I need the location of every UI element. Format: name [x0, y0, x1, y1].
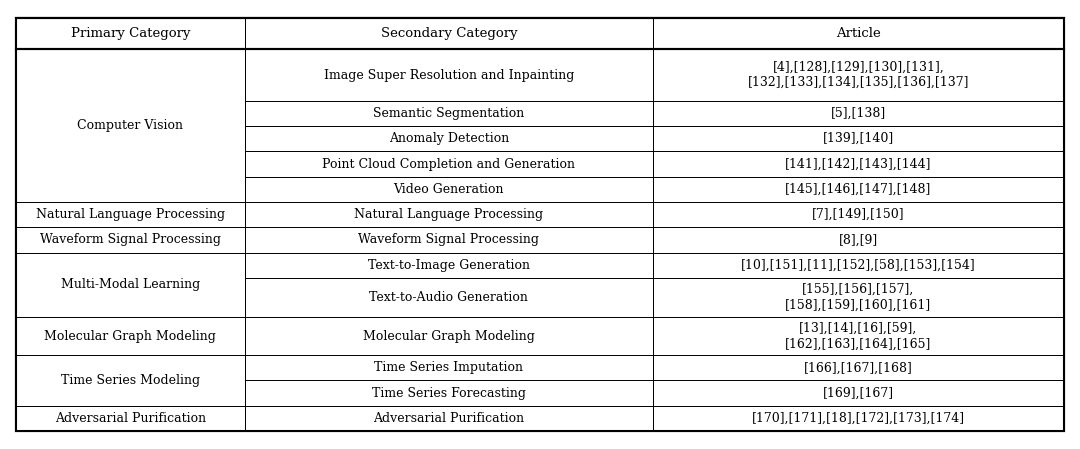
Text: Adversarial Purification: Adversarial Purification [374, 412, 525, 425]
Text: Image Super Resolution and Inpainting: Image Super Resolution and Inpainting [324, 69, 575, 82]
Text: [8],[9]: [8],[9] [839, 233, 878, 247]
Text: [166],[167],[168]: [166],[167],[168] [804, 361, 913, 374]
Bar [16, 202, 244, 227]
Text: Time Series Imputation: Time Series Imputation [375, 361, 524, 374]
Text: [10],[151],[11],[152],[58],[153],[154]: [10],[151],[11],[152],[58],[153],[154] [741, 259, 976, 272]
Bar [16, 49, 244, 202]
Text: Anomaly Detection: Anomaly Detection [389, 132, 509, 145]
Text: Natural Language Processing: Natural Language Processing [354, 208, 543, 221]
Bar [244, 406, 653, 431]
Bar [653, 49, 1064, 101]
Bar [244, 355, 653, 380]
Text: [141],[142],[143],[144]: [141],[142],[143],[144] [785, 158, 932, 171]
Text: Time Series Forecasting: Time Series Forecasting [372, 387, 526, 400]
Text: [139],[140]: [139],[140] [823, 132, 894, 145]
Text: Text-to-Image Generation: Text-to-Image Generation [368, 259, 530, 272]
Text: [145],[146],[147],[148]: [145],[146],[147],[148] [785, 183, 932, 196]
Text: [170],[171],[18],[172],[173],[174]: [170],[171],[18],[172],[173],[174] [752, 412, 966, 425]
Text: Natural Language Processing: Natural Language Processing [36, 208, 225, 221]
Text: [13],[14],[16],[59],
[162],[163],[164],[165]: [13],[14],[16],[59], [162],[163],[164],[… [785, 322, 932, 350]
Text: [4],[128],[129],[130],[131],
[132],[133],[134],[135],[136],[137]: [4],[128],[129],[130],[131], [132],[133]… [747, 61, 969, 89]
Bar [16, 355, 244, 406]
Text: [155],[156],[157],
[158],[159],[160],[161]: [155],[156],[157], [158],[159],[160],[16… [785, 283, 932, 312]
Bar [653, 176, 1064, 202]
Bar [244, 252, 653, 278]
Text: Text-to-Audio Generation: Text-to-Audio Generation [369, 291, 528, 304]
Bar [244, 101, 653, 126]
Text: [5],[138]: [5],[138] [831, 107, 886, 120]
Bar [244, 278, 653, 317]
Bar [653, 252, 1064, 278]
Text: Article: Article [836, 27, 881, 40]
Bar [244, 126, 653, 151]
Text: Multi-Modal Learning: Multi-Modal Learning [60, 278, 200, 291]
Bar [16, 406, 244, 431]
Text: Waveform Signal Processing: Waveform Signal Processing [40, 233, 221, 247]
Bar [653, 278, 1064, 317]
Bar [244, 202, 653, 227]
Bar [16, 227, 244, 252]
Text: Molecular Graph Modeling: Molecular Graph Modeling [44, 330, 216, 343]
Bar [653, 355, 1064, 380]
Text: Primary Category: Primary Category [70, 27, 190, 40]
Bar [16, 252, 244, 317]
Bar [653, 317, 1064, 355]
Bar [244, 151, 653, 176]
Text: Video Generation: Video Generation [393, 183, 504, 196]
Text: Waveform Signal Processing: Waveform Signal Processing [359, 233, 539, 247]
Bar [244, 227, 653, 252]
Text: Point Cloud Completion and Generation: Point Cloud Completion and Generation [322, 158, 576, 171]
Bar [244, 176, 653, 202]
Text: Computer Vision: Computer Vision [78, 119, 184, 132]
Text: Molecular Graph Modeling: Molecular Graph Modeling [363, 330, 535, 343]
Bar [16, 317, 244, 355]
Text: Time Series Modeling: Time Series Modeling [60, 374, 200, 387]
Text: Adversarial Purification: Adversarial Purification [55, 412, 206, 425]
Bar [244, 380, 653, 406]
Bar [16, 18, 244, 49]
Text: [169],[167]: [169],[167] [823, 387, 894, 400]
Bar [653, 18, 1064, 49]
Bar [653, 380, 1064, 406]
Bar [653, 126, 1064, 151]
Bar [653, 151, 1064, 176]
Text: [7],[149],[150]: [7],[149],[150] [812, 208, 905, 221]
Bar [244, 49, 653, 101]
Bar [653, 406, 1064, 431]
Bar [653, 202, 1064, 227]
Bar [653, 101, 1064, 126]
Text: Semantic Segmentation: Semantic Segmentation [374, 107, 525, 120]
Bar [653, 227, 1064, 252]
Bar [244, 18, 653, 49]
Bar [244, 317, 653, 355]
Text: Secondary Category: Secondary Category [380, 27, 517, 40]
